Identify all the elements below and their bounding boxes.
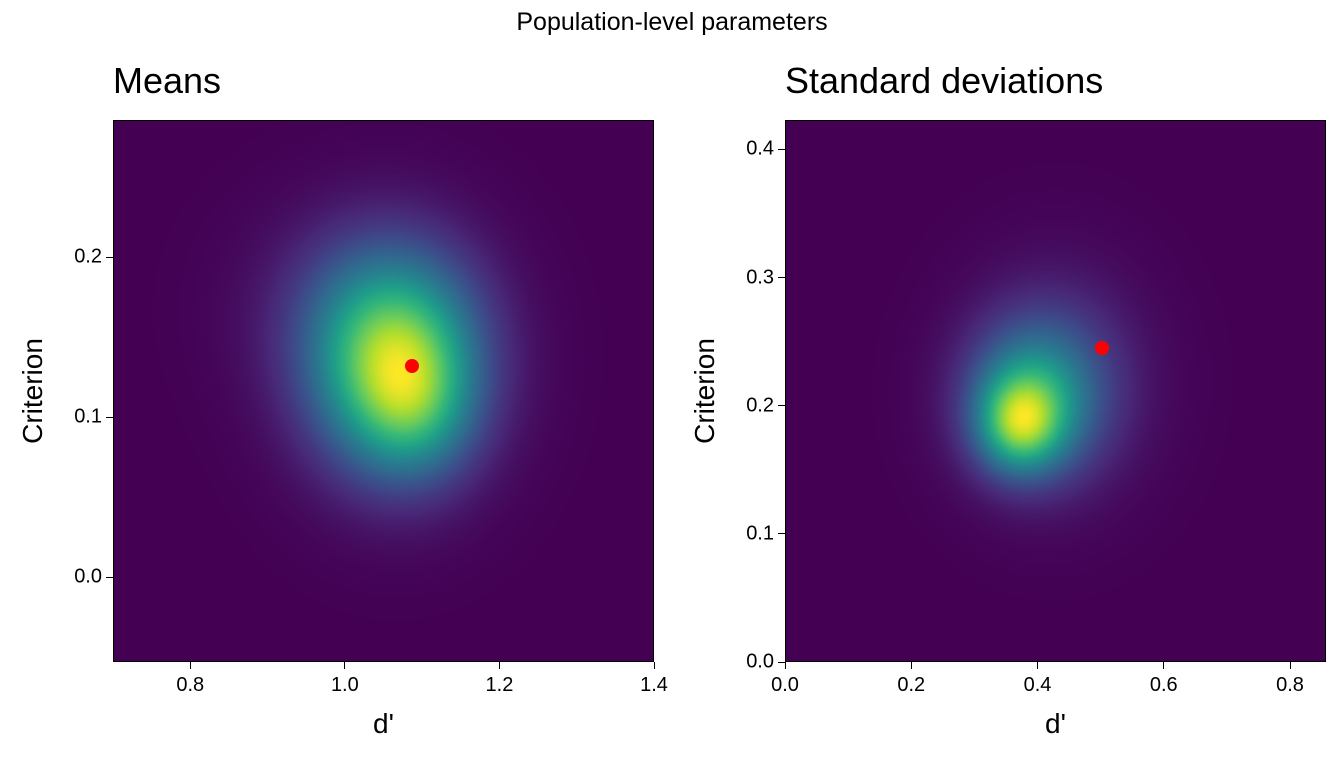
heatmap-panel: [113, 120, 654, 662]
density-heatmap: [114, 121, 653, 661]
x-tick-mark: [1289, 662, 1291, 669]
y-tick-label: 0.3: [746, 266, 774, 289]
y-tick-mark: [778, 405, 785, 407]
y-tick-mark: [778, 148, 785, 150]
x-tick-label: 1.2: [485, 674, 514, 696]
y-tick-mark: [106, 576, 113, 578]
y-tick-mark: [778, 533, 785, 535]
true-value-point: [1094, 341, 1109, 356]
y-tick-label: 0.2: [746, 394, 774, 417]
x-tick-label: 1.4: [640, 674, 668, 696]
x-tick-mark: [1037, 662, 1038, 669]
x-tick-label: 0.4: [1023, 674, 1052, 696]
density-heatmap: [786, 121, 1325, 661]
x-axis-label: d': [373, 708, 394, 739]
x-tick-label: 0.0: [771, 674, 799, 696]
y-tick-mark: [778, 661, 785, 663]
x-tick-label: 0.6: [1149, 674, 1178, 696]
x-tick-mark: [498, 662, 500, 669]
panel-title: Means: [113, 60, 222, 101]
x-tick-label: 0.8: [176, 674, 205, 696]
x-tick-mark: [653, 662, 655, 669]
x-tick-mark: [344, 662, 346, 669]
x-tick-label: 1.0: [330, 674, 359, 696]
y-tick-label: 0.1: [74, 405, 102, 428]
heatmap-panel: [785, 120, 1326, 662]
x-tick-mark: [189, 662, 191, 669]
y-tick-label: 0.2: [74, 245, 102, 268]
y-tick-mark: [106, 256, 113, 258]
y-axis-label: Criterion: [689, 338, 720, 444]
y-tick-label: 0.4: [746, 137, 774, 160]
x-tick-label: 0.8: [1276, 674, 1304, 696]
true-value-point: [405, 359, 420, 374]
x-tick-mark: [784, 662, 786, 669]
panel-title: Standard deviations: [785, 60, 1104, 101]
y-axis-label: Criterion: [17, 338, 48, 444]
x-tick-mark: [910, 662, 912, 669]
x-axis-label: d': [1045, 708, 1066, 739]
x-tick-mark: [1163, 662, 1165, 669]
y-tick-label: 0.0: [746, 650, 774, 673]
y-tick-mark: [106, 416, 113, 418]
x-tick-label: 0.2: [897, 674, 926, 696]
y-tick-label: 0.1: [746, 522, 774, 545]
y-tick-label: 0.0: [74, 565, 102, 588]
y-tick-mark: [778, 277, 785, 279]
figure-suptitle: Population-level parameters: [516, 8, 828, 36]
